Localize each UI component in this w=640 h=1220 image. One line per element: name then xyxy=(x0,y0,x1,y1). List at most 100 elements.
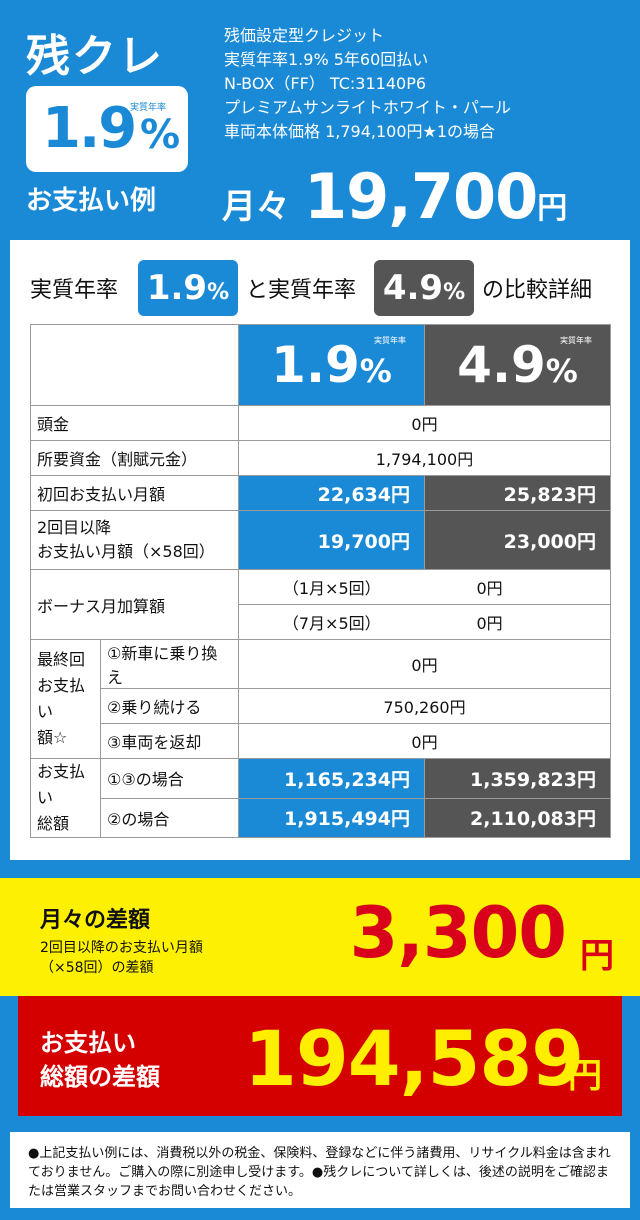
total-difference: お支払い 総額の差額 194,589 円 xyxy=(18,996,622,1116)
brand-title: 残クレ xyxy=(26,31,164,82)
monthly-diff-yen: 円 xyxy=(580,936,614,976)
title-mid: と実質年率 xyxy=(246,278,357,303)
group-label-line: 総額 xyxy=(37,814,70,833)
bonus-value: 0円 xyxy=(424,569,611,605)
comparison-title: 実質年率 1.9% と実質年率 4.9% の比較詳細 xyxy=(10,260,630,316)
group-label: お支払い 総額 xyxy=(30,758,101,838)
row-label-line: お支払い月額（×58回） xyxy=(37,542,215,561)
table-row: ②の場合 1,915,494円 2,110,083円 xyxy=(31,797,611,838)
col-a-pct: % xyxy=(359,352,392,390)
group-label-line: 最終回 xyxy=(37,650,86,669)
col-a-header: 実質年率 1.9% xyxy=(238,324,425,406)
row-label: ③車両を返却 xyxy=(100,723,239,759)
table-row: 所要資金（割賦元金） 1,794,100円 xyxy=(30,440,611,476)
row-value: 0円 xyxy=(238,639,611,689)
group-label-line: お支払い xyxy=(37,762,86,807)
rate-chip-b: 4.9% xyxy=(374,260,474,316)
row-value-b: 23,000円 xyxy=(424,510,611,570)
col-b-rate: 4.9 xyxy=(457,336,546,394)
chip-b-pct: % xyxy=(443,280,466,305)
row-value: 750,260円 xyxy=(238,688,611,724)
bonus-period: （7月×5回） xyxy=(238,604,425,640)
row-label: ②の場合 xyxy=(100,797,239,838)
title-left: 実質年率 xyxy=(30,278,119,303)
total-diff-title: お支払い 総額の差額 xyxy=(40,1026,160,1094)
table-row: ②乗り続ける 750,260円 xyxy=(31,688,611,724)
monthly-payment: 月々 19,700円 xyxy=(222,160,567,233)
row-label: 所要資金（割賦元金） xyxy=(30,440,239,476)
spec-line: N-BOX（FF） TC:31140P6 xyxy=(224,74,427,93)
chip-a-value: 1.9 xyxy=(146,268,208,308)
chip-a-pct: % xyxy=(207,280,230,305)
row-label: 初回お支払い月額 xyxy=(30,475,239,511)
table-row: （7月×5回） 0円 xyxy=(31,604,611,640)
header-blank-cell xyxy=(30,324,239,406)
row-value-a: 1,915,494円 xyxy=(238,797,425,838)
spec-list: 残価設定型クレジット 実質年率1.9% 5年60回払い N-BOX（FF） TC… xyxy=(224,24,511,144)
table-header-row: 実質年率 1.9% 実質年率 4.9% xyxy=(30,324,611,406)
monthly-diff-subtitle: 2回目以降のお支払い月額 （×58回）の差額 xyxy=(40,938,203,978)
col-a-caption: 実質年率 xyxy=(374,336,406,345)
group-label: 最終回 お支払い 額☆ xyxy=(30,639,101,759)
row-label: ①新車に乗り換え xyxy=(100,639,239,689)
footnote-text: ●上記支払い例には、消費税以外の税金、保険料、登録などに伴う諸費用、リサイクル料… xyxy=(28,1146,611,1199)
table-row: ③車両を返却 0円 xyxy=(31,723,611,759)
chip-b-value: 4.9 xyxy=(382,268,444,308)
row-value-a: 19,700円 xyxy=(238,510,425,570)
rate-percent: % xyxy=(140,112,181,158)
table-row: 初回お支払い月額 22,634円 25,823円 xyxy=(30,475,611,511)
row-value-b: 1,359,823円 xyxy=(424,758,611,799)
row-label: ボーナス月加算額 xyxy=(30,569,239,640)
rate-caption: 実質年率 xyxy=(130,103,167,113)
total-diff-value: 194,589 xyxy=(244,1014,584,1103)
spec-line: 残価設定型クレジット xyxy=(224,26,385,45)
table-row: 最終回 お支払い 額☆ ①新車に乗り換え 0円 xyxy=(30,639,611,759)
row-value-a: 1,165,234円 xyxy=(238,758,425,799)
total-diff-yen: 円 xyxy=(568,1056,602,1096)
spec-line: 実質年率1.9% 5年60回払い xyxy=(224,50,429,69)
table-row: お支払い 総額 ①③の場合 1,165,234円 1,359,823円 xyxy=(30,758,611,838)
row-value: 0円 xyxy=(238,723,611,759)
group-label-line: お支払い xyxy=(37,676,86,721)
table-row: ボーナス月加算額 （1月×5回） 0円 xyxy=(30,569,611,640)
comparison-table: 実質年率 1.9% 実質年率 4.9% 頭金 0円 所要資金（割賦元金） 1,7… xyxy=(30,324,611,838)
row-label: ②乗り続ける xyxy=(100,688,239,724)
col-b-pct: % xyxy=(545,352,578,390)
subtitle-line: （×58回）の差額 xyxy=(40,960,154,976)
bonus-value: 0円 xyxy=(424,604,611,640)
table-row: 頭金 0円 xyxy=(30,405,611,441)
row-value: 1,794,100円 xyxy=(238,440,611,476)
title-right: の比較詳細 xyxy=(482,278,593,303)
rate-badge: 1.9 実質年率 % xyxy=(26,86,188,172)
col-b-caption: 実質年率 xyxy=(560,336,592,345)
monthly-diff-title: 月々の差額 xyxy=(40,908,151,933)
col-a-rate: 1.9 xyxy=(271,336,360,394)
spec-line: プレミアムサンライトホワイト・パール xyxy=(224,98,511,117)
row-label-line: 2回目以降 xyxy=(37,518,112,537)
spec-line: 車両本体価格 1,794,100円★1の場合 xyxy=(224,122,496,141)
bonus-period: （1月×5回） xyxy=(238,569,425,605)
monthly-difference: 月々の差額 2回目以降のお支払い月額 （×58回）の差額 3,300 円 xyxy=(0,878,640,996)
row-label: ①③の場合 xyxy=(100,758,239,799)
group-label-line: 額☆ xyxy=(37,728,68,747)
row-value: 0円 xyxy=(238,405,611,441)
row-label: 2回目以降 お支払い月額（×58回） xyxy=(30,510,239,570)
title-line: 総額の差額 xyxy=(40,1063,160,1091)
row-value-b: 25,823円 xyxy=(424,475,611,511)
footnote-box: ●上記支払い例には、消費税以外の税金、保険料、登録などに伴う諸費用、リサイクル料… xyxy=(10,1132,630,1208)
row-value-a: 22,634円 xyxy=(238,475,425,511)
monthly-label: 月々 xyxy=(222,187,290,227)
row-value-b: 2,110,083円 xyxy=(424,797,611,838)
title-line: お支払い xyxy=(40,1029,136,1057)
rate-chip-a: 1.9% xyxy=(138,260,238,316)
rate-value: 1.9 xyxy=(42,96,137,161)
monthly-amount: 19,700 xyxy=(304,160,538,233)
subtitle-line: 2回目以降のお支払い月額 xyxy=(40,940,203,956)
monthly-yen: 円 xyxy=(537,191,568,226)
header: 残クレ 1.9 実質年率 % お支払い例 残価設定型クレジット 実質年率1.9%… xyxy=(0,0,640,240)
comparison-panel: 実質年率 1.9% と実質年率 4.9% の比較詳細 実質年率 1.9% 実質年… xyxy=(10,240,630,860)
table-row: 2回目以降 お支払い月額（×58回） 19,700円 23,000円 xyxy=(30,510,611,570)
col-b-header: 実質年率 4.9% xyxy=(424,324,611,406)
monthly-diff-value: 3,300 xyxy=(349,892,567,974)
